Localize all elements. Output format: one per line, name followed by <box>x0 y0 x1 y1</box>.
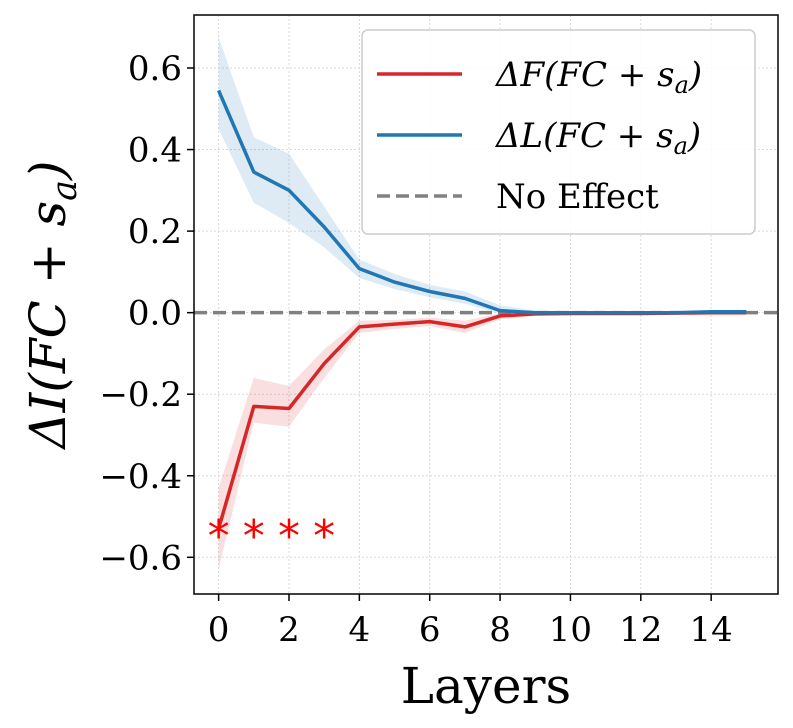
legend-label-l: ΔL(FC + sa) <box>494 116 701 160</box>
series-line-delta-l <box>216 89 747 315</box>
x-tick-label: 8 <box>489 610 511 650</box>
legend-label-ref: No Effect <box>496 177 659 217</box>
significance-star: * <box>278 511 300 562</box>
x-tick-label: 2 <box>278 610 300 650</box>
tick-labels: 0 2 4 6 8 10 12 14 0.6 0.4 0.2 0.0 −0.2 −0.4 −0.6 <box>99 49 732 650</box>
x-axis-label: Layers <box>401 657 571 715</box>
y-tick-label: 0.4 <box>128 131 182 171</box>
significance-annotations: * * * * <box>208 511 336 562</box>
x-tick-label: 12 <box>619 610 662 650</box>
significance-star: * <box>208 511 230 562</box>
y-axis-label: ΔI(FC + sa) <box>19 160 85 450</box>
series-line-delta-f <box>216 310 747 530</box>
y-tick-label: 0.2 <box>128 212 182 252</box>
y-tick-label: 0.6 <box>128 49 182 89</box>
legend-box <box>361 29 756 235</box>
legend: ΔF(FC + sa) ΔL(FC + sa) No Effect <box>361 29 756 235</box>
y-tick-label: 0.0 <box>128 294 182 334</box>
y-tick-label: −0.4 <box>99 457 182 497</box>
x-tick-label: 4 <box>349 610 371 650</box>
x-tick-label: 6 <box>419 610 441 650</box>
x-tick-label: 14 <box>690 610 733 650</box>
legend-label-f: ΔF(FC + sa) <box>494 55 702 99</box>
series-lines <box>216 89 747 530</box>
significance-star: * <box>313 511 335 562</box>
x-tick-label: 0 <box>208 610 230 650</box>
y-axis-label-group: ΔI(FC + sa) <box>19 160 85 450</box>
y-tick-label: −0.6 <box>99 538 182 578</box>
y-tick-label: −0.2 <box>99 375 182 415</box>
significance-star: * <box>243 511 265 562</box>
axis-labels: Layers ΔI(FC + sa) <box>19 160 571 715</box>
axes <box>187 14 779 601</box>
x-tick-label: 10 <box>549 610 592 650</box>
plot-frame <box>193 14 779 595</box>
